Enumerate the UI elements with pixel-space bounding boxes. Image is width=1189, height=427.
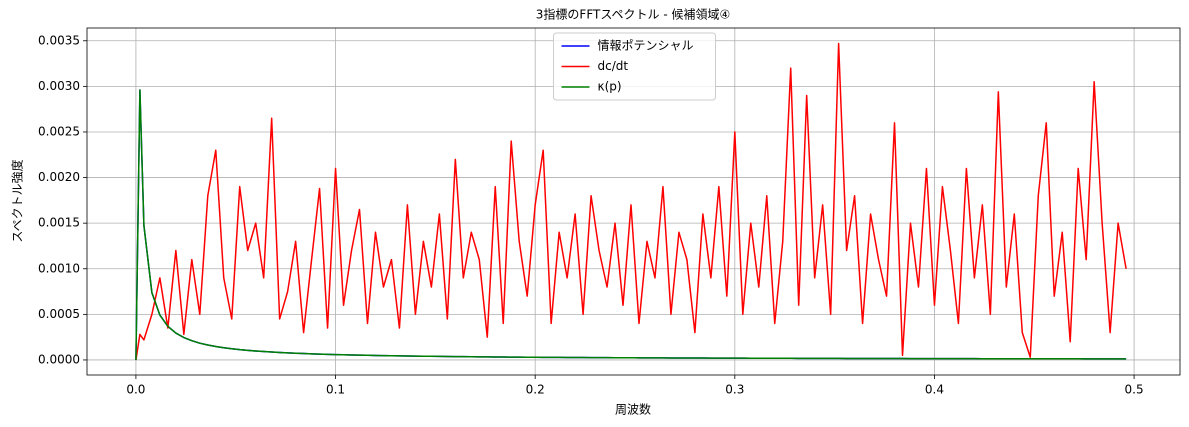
legend-label: dc/dt [598, 59, 629, 73]
y-tick-label: 0.0000 [38, 352, 80, 366]
y-tick-label: 0.0005 [38, 307, 80, 321]
y-axis-label: スペクトル強度 [10, 159, 25, 242]
series-line [135, 89, 1127, 360]
x-axis-label: 周波数 [615, 402, 651, 417]
series-line [135, 89, 1127, 360]
x-tick-label: 0.4 [925, 383, 944, 397]
legend-box [553, 32, 716, 101]
legend-label: 情報ポテンシャル [598, 39, 694, 53]
x-tick-label: 0.5 [1125, 383, 1144, 397]
x-tick-label: 0.2 [526, 383, 545, 397]
x-tick-label: 0.0 [126, 383, 145, 397]
series-line [135, 42, 1127, 361]
y-tick-label: 0.0015 [38, 216, 80, 230]
chart-title: 3指標のFFTスペクトル - 候補領域④ [536, 7, 730, 22]
plot-frame [86, 27, 1181, 376]
y-tick-label: 0.0030 [38, 79, 80, 93]
legend: 情報ポテンシャル dc/dt κ(p) [553, 32, 716, 101]
y-tick-label: 0.0010 [38, 261, 80, 275]
y-tick-label: 0.0035 [38, 33, 80, 47]
y-tick-label: 0.0020 [38, 170, 80, 184]
legend-label: κ(p) [598, 80, 622, 94]
x-tick-label: 0.3 [725, 383, 744, 397]
x-tick-label: 0.1 [326, 383, 345, 397]
y-tick-label: 0.0025 [38, 124, 80, 138]
